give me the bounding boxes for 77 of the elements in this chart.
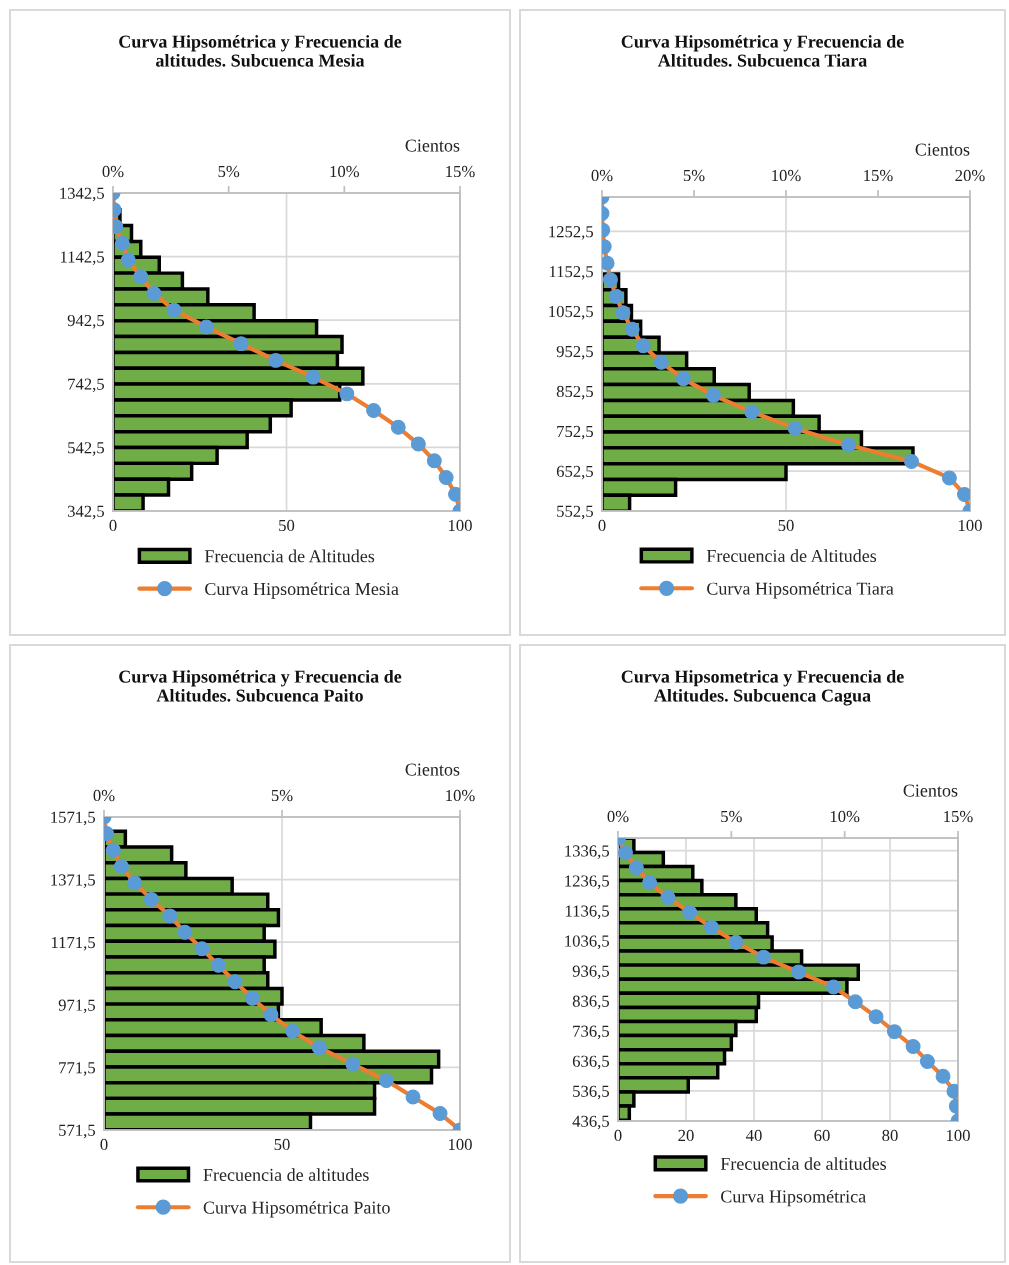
y-tick-label: 952,5 (556, 345, 594, 360)
x-tick-label: 0 (598, 519, 606, 532)
x2-tick-label: 0% (607, 810, 629, 823)
chart-title: Curva Hipsométrica y Frecuencia de altitudes. Subcuenca Mesia (119, 35, 402, 67)
y-tick-label: 1052,5 (549, 305, 594, 320)
x2-tick-label: 5% (721, 810, 742, 823)
legend-label: Frecuencia de Altitudes (204, 549, 375, 563)
x-tick-label: 0 (109, 519, 117, 532)
y-tick-label: 1252,5 (549, 226, 594, 240)
y-tick-label: 1036,5 (565, 935, 610, 950)
x2-tick-label: 5% (218, 165, 240, 178)
y-tick-label: 1152,5 (549, 266, 594, 280)
x-tick-label: 40 (745, 1129, 762, 1142)
x-tick-label: 100 (946, 1129, 970, 1142)
x-tick-label: 0 (100, 1138, 108, 1151)
x2-tick-label: 15% (446, 165, 475, 178)
chart-title: Curva Hipsométrica y Frecuencia de Altitudes. Subcuenca Tiara (621, 35, 904, 67)
y-tick-label: 942,5 (67, 314, 105, 329)
x-tick-label: 60 (814, 1129, 830, 1142)
y-tick-label: 1371,5 (51, 874, 96, 888)
chart-title: Curva Hipsometrica y Frecuencia de Altitudes. Subcuenca Cagua (621, 670, 904, 706)
x-tick-label: 100 (958, 519, 982, 532)
y-tick-label: 736,5 (573, 1025, 610, 1040)
x2-tick-label: 15% (944, 810, 973, 823)
x-tick-label: 80 (882, 1129, 898, 1142)
x2-tick-label: 15% (864, 169, 893, 182)
legend-label: Curva Hipsométrica Tiara (707, 582, 894, 599)
x-tick-label: 100 (448, 519, 472, 532)
y-tick-label: 936,5 (572, 965, 610, 980)
y-tick-label: 342,5 (67, 505, 105, 520)
legend-label: Curva Hipsométrica Mesia (205, 582, 399, 599)
x2-tick-label: 10% (772, 169, 801, 182)
y-tick-label: 1142,5 (60, 251, 105, 265)
y-tick-label: 752,5 (557, 425, 594, 440)
x2-tick-label: 5% (683, 169, 705, 182)
x2-tick-label: 0% (591, 169, 613, 182)
y-tick-label: 742,5 (68, 378, 105, 393)
y-tick-label: 771,5 (59, 1062, 96, 1076)
x-tick-label: 0 (614, 1129, 622, 1142)
x-tick-label: 20 (678, 1129, 694, 1142)
y-tick-label: 1236,5 (565, 875, 610, 890)
x2-tick-label: 20% (955, 169, 985, 182)
legend-label: Frecuencia de Altitudes (706, 549, 877, 563)
legend-label: Curva Hipsométrica (721, 1189, 866, 1207)
y-tick-label: 571,5 (59, 1124, 96, 1139)
x2-tick-label: 0% (102, 165, 124, 178)
y-tick-label: 542,5 (68, 442, 105, 456)
x2-axis-title: Cientos (903, 784, 958, 797)
x2-axis-title: Cientos (915, 143, 970, 156)
y-tick-label: 1336,5 (565, 845, 610, 859)
y-tick-label: 536,5 (573, 1085, 610, 1100)
y-tick-label: 971,5 (58, 999, 96, 1014)
x-tick-label: 100 (448, 1138, 472, 1151)
chart-title: Curva Hipsométrica y Frecuencia de Altitudes. Subcuenca Paito (119, 670, 402, 702)
x2-axis-title: Cientos (405, 763, 460, 776)
y-tick-label: 636,5 (572, 1055, 610, 1070)
legend-label: Frecuencia de altitudes (203, 1168, 369, 1181)
x2-tick-label: 0% (93, 789, 115, 802)
y-tick-label: 436,5 (572, 1115, 610, 1130)
y-tick-label: 852,5 (556, 385, 594, 400)
y-tick-label: 552,5 (557, 505, 594, 520)
x-tick-label: 50 (279, 519, 295, 532)
y-tick-label: 1171,5 (51, 936, 96, 951)
legend-label: Frecuencia de altitudes (720, 1157, 887, 1170)
y-tick-label: 1571,5 (51, 811, 96, 826)
y-tick-label: 836,5 (572, 995, 610, 1010)
x2-tick-label: 5% (271, 789, 293, 802)
x-tick-label: 50 (778, 519, 794, 532)
x2-axis-title: Cientos (405, 139, 460, 152)
x2-tick-label: 10% (330, 165, 360, 178)
x2-tick-label: 10% (830, 810, 860, 823)
y-tick-label: 1342,5 (60, 187, 105, 202)
y-tick-label: 652,5 (556, 465, 594, 480)
legend-label: Curva Hipsométrica Paito (203, 1200, 390, 1218)
y-tick-label: 1136,5 (565, 905, 610, 920)
x2-tick-label: 10% (446, 789, 475, 802)
x-tick-label: 50 (274, 1138, 290, 1151)
